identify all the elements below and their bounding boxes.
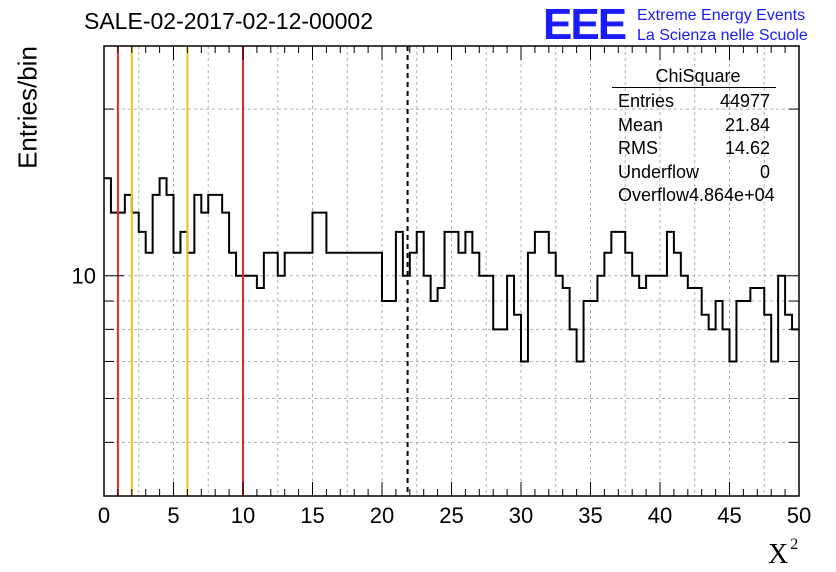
logo-line-1: Extreme Energy Events	[637, 7, 806, 24]
chart-title: SALE-02-2017-02-12-00002	[84, 8, 373, 34]
histogram-series	[104, 177, 799, 363]
x-axis-label-base: X	[768, 539, 789, 570]
stats-label: Entries	[618, 91, 675, 111]
stats-label: Underflow	[618, 161, 700, 182]
x-tick-label: 40	[648, 503, 672, 528]
x-tick-label: 5	[167, 503, 179, 528]
x-tick-label: 25	[439, 503, 463, 528]
stats-label: Overflow	[618, 185, 690, 205]
stats-box: ChiSquare Entries 44977 Mean 21.84 RMS 14.6…	[612, 66, 776, 208]
stats-value: 4.864e+04	[689, 185, 775, 205]
y-axis-label: Entries/bin	[12, 46, 43, 169]
x-axis-label-exponent: 2	[790, 536, 799, 553]
stats-row-underflow: Underflow 0	[612, 161, 776, 185]
stats-value: 0	[759, 161, 770, 182]
stats-title: ChiSquare	[655, 66, 741, 86]
x-tick-label: 0	[98, 503, 110, 528]
x-tick-label: 20	[370, 503, 394, 528]
stats-row-mean: Mean 21.84	[612, 114, 776, 138]
eee-logo: EEE	[543, 0, 627, 49]
stats-label: RMS	[618, 138, 658, 158]
x-tick-label: 30	[509, 503, 533, 528]
x-tick-label: 10	[231, 503, 255, 528]
stats-row-overflow: Overflow 4.864e+04	[612, 184, 776, 208]
x-tick-label: 15	[300, 503, 324, 528]
x-tick-label: 45	[717, 503, 741, 528]
stats-value: 44977	[719, 91, 770, 111]
stats-value: 14.62	[724, 138, 770, 158]
stats-row-rms: RMS 14.62	[612, 137, 776, 161]
y-tick-label: 10	[72, 264, 96, 289]
stats-row-entries: Entries 44977	[612, 90, 776, 114]
stats-divider	[612, 87, 776, 88]
logo-line-2: La Scienza nelle Scuole	[637, 27, 808, 44]
stats-value: 21.84	[724, 114, 770, 135]
x-tick-label: 50	[787, 503, 811, 528]
x-tick-label: 35	[578, 503, 602, 528]
stats-label: Mean	[618, 114, 664, 135]
